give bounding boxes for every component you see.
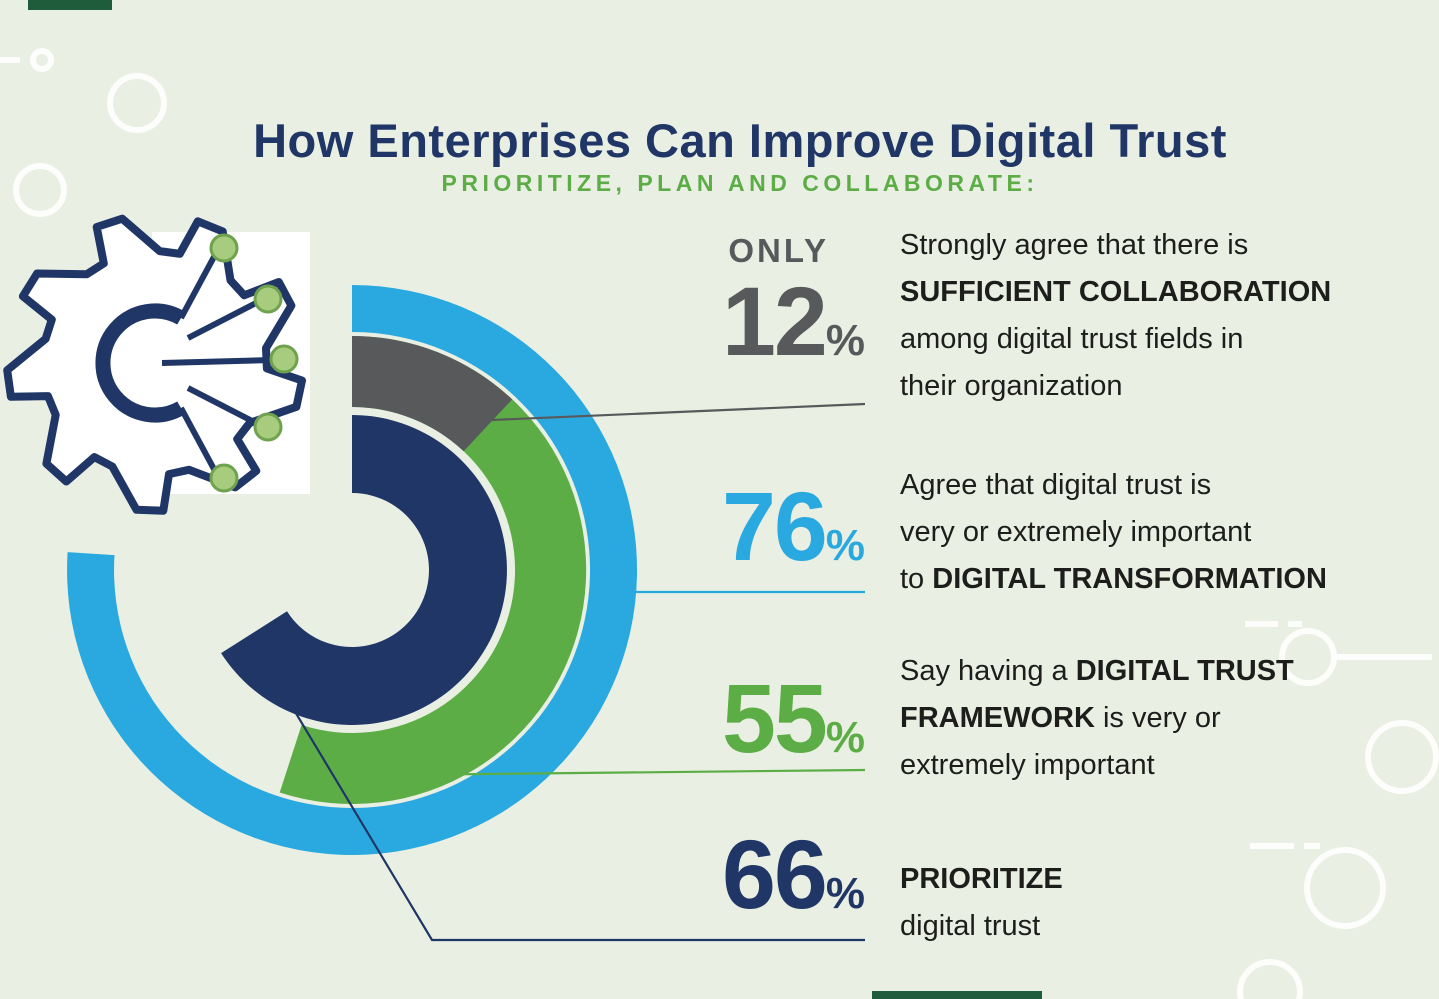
circuit-doodle-icon bbox=[107, 73, 167, 133]
stat-unit: % bbox=[825, 521, 865, 570]
stat-value: 12 bbox=[721, 267, 828, 376]
circuit-doodle-icon bbox=[1365, 720, 1439, 794]
accent-bar-top bbox=[28, 0, 112, 10]
circuit-trace-icon bbox=[186, 300, 258, 341]
circuit-trace-icon bbox=[161, 357, 273, 366]
circuit-trace-icon bbox=[186, 385, 258, 426]
accent-bar-bottom bbox=[872, 991, 1042, 999]
stat-number-prioritize: 66% bbox=[640, 826, 865, 923]
donut-ring-prioritize-digital-trust bbox=[221, 415, 507, 725]
stat-value: 76 bbox=[721, 472, 828, 581]
circuit-doodle-icon bbox=[1237, 959, 1303, 999]
circuit-doodle-icon bbox=[1279, 628, 1337, 686]
circuit-node-icon bbox=[209, 463, 239, 493]
circuit-node-icon bbox=[253, 284, 283, 314]
stat-description-sufficient-collaboration: Strongly agree that there is SUFFICIENT C… bbox=[900, 229, 1332, 402]
stat-number-digital-transformation: 76% bbox=[640, 478, 865, 575]
stat-description-prioritize: PRIORITIZE digital trust bbox=[900, 863, 1063, 942]
gear-icon bbox=[3, 214, 306, 515]
circuit-doodle-icon bbox=[13, 163, 67, 217]
gear-hub-arc-icon bbox=[95, 303, 185, 423]
leader-line-gray bbox=[491, 402, 866, 422]
stat-description-framework: Say having a DIGITAL TRUST FRAMEWORK is v… bbox=[900, 655, 1294, 781]
page-subtitle: PRIORITIZE, PLAN AND COLLABORATE: bbox=[441, 170, 1039, 196]
circuit-node-icon bbox=[253, 412, 283, 442]
stat-prefix: ONLY bbox=[728, 232, 829, 269]
stat-number-sufficient-collaboration: ONLY 12% bbox=[640, 234, 865, 370]
stat-unit: % bbox=[825, 713, 865, 762]
circuit-trace-icon bbox=[178, 406, 218, 473]
stat-value: 55 bbox=[721, 664, 828, 773]
leader-line-green bbox=[293, 768, 866, 778]
leader-line-navy bbox=[251, 639, 865, 942]
stat-unit: % bbox=[825, 869, 865, 918]
stat-value: 66 bbox=[721, 820, 828, 929]
circuit-trace-icon bbox=[178, 253, 218, 320]
circuit-doodle-icon bbox=[30, 48, 54, 72]
donut-ring-sufficient-collaboration bbox=[352, 336, 513, 452]
stat-description-digital-transformation: Agree that digital trust is very or extre… bbox=[900, 469, 1327, 595]
stat-number-framework: 55% bbox=[640, 670, 865, 767]
circuit-node-icon bbox=[209, 233, 239, 263]
stat-unit: % bbox=[825, 316, 865, 365]
circuit-doodle-icon bbox=[1304, 847, 1386, 929]
donut-ring-framework-importance bbox=[279, 335, 587, 804]
page-title: How Enterprises Can Improve Digital Trus… bbox=[253, 114, 1227, 168]
circuit-node-icon bbox=[269, 344, 299, 374]
